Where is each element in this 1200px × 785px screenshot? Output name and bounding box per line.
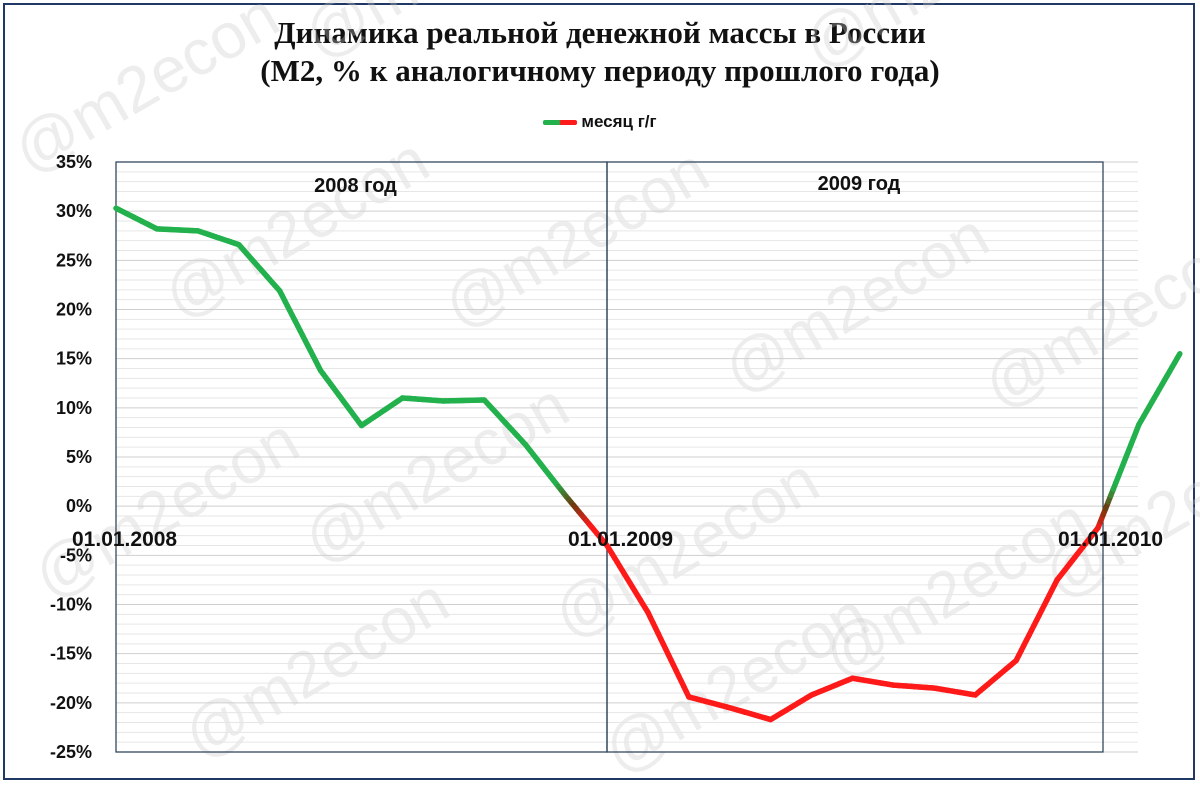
- y-tick-label: 30%: [56, 201, 92, 221]
- chart-title: Динамика реальной денежной массы в Росси…: [0, 14, 1200, 90]
- panel-label-2009: 2009 год: [818, 173, 901, 195]
- y-tick-label: -15%: [50, 644, 92, 664]
- watermark: @m2econ: [1, 0, 290, 187]
- y-tick-label: 25%: [56, 250, 92, 270]
- panel-2009: [606, 161, 1104, 753]
- watermark: @m2econ: [971, 213, 1200, 422]
- y-tick-label: 35%: [56, 152, 92, 172]
- y-tick-label: 15%: [56, 349, 92, 369]
- panel-label-2008: 2008 год: [314, 175, 397, 197]
- watermark: @m2econ: [711, 198, 1000, 407]
- y-tick-label: -10%: [50, 595, 92, 615]
- legend-label: месяц г/г: [581, 112, 657, 131]
- y-tick-label: 20%: [56, 300, 92, 320]
- y-axis-labels: 35% 30% 25% 20% 15% 10% 5% 0% -5% -10% -15% -20% -25…: [50, 152, 92, 762]
- series-segment: [1174, 351, 1183, 361]
- chart-frame: [3, 3, 1195, 780]
- y-tick-label: 10%: [56, 398, 92, 418]
- date-labels: 01.01.2008 01.01.2009 01.01.2010: [72, 528, 1163, 551]
- series-line: [113, 205, 1183, 723]
- watermark: @m2econ: [21, 403, 310, 612]
- panel-labels: 2008 год 2009 год: [314, 173, 901, 197]
- y-tick-label: 5%: [66, 447, 92, 467]
- watermark: @m2econ: [431, 133, 720, 342]
- legend-swatch: [543, 119, 578, 125]
- watermark: @m2econ: [791, 0, 1080, 82]
- date-label: 01.01.2009: [568, 528, 673, 551]
- grid-lines: [116, 161, 1138, 753]
- watermark: @m2econ: [291, 0, 580, 72]
- y-tick-label: -5%: [60, 545, 92, 565]
- chart-title-line-2: (М2, % к аналогичному периоду прошлого г…: [260, 53, 940, 88]
- watermark: @m2econ: [151, 123, 440, 332]
- date-label: 01.01.2008: [72, 528, 177, 551]
- panel-borders: [115, 161, 1104, 753]
- legend: месяц г/г: [0, 110, 1200, 134]
- date-label: 01.01.2010: [1058, 528, 1163, 551]
- y-tick-label: -20%: [50, 693, 92, 713]
- y-tick-label: 0%: [66, 496, 92, 516]
- y-tick-label: -25%: [50, 742, 92, 762]
- chart-title-line-1: Динамика реальной денежной массы в Росси…: [274, 15, 926, 50]
